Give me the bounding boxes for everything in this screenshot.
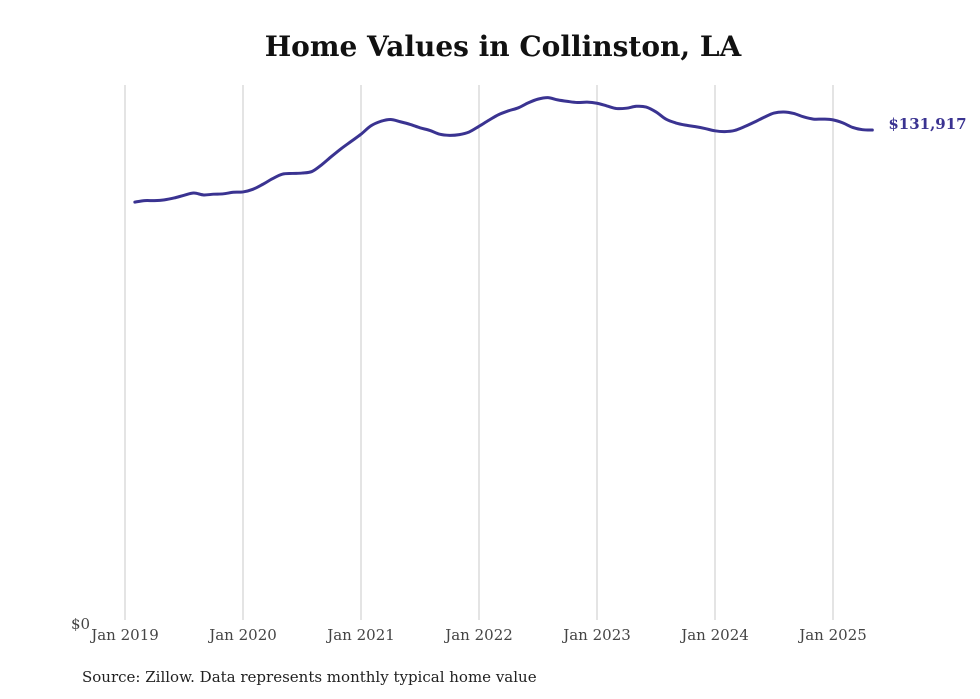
x-tick-label: Jan 2021 [325, 626, 395, 644]
axis-labels: Jan 2019 Jan 2020 Jan 2021 Jan 2022 Jan 2023… [71, 115, 967, 644]
chart-source-note: Source: Zillow. Data represents monthly … [82, 668, 537, 686]
x-tick-label: Jan 2023 [561, 626, 631, 644]
y-tick-label: $0 [71, 615, 90, 633]
gridlines [124, 85, 834, 620]
x-tick-label: Jan 2025 [797, 626, 867, 644]
x-tick-label: Jan 2019 [89, 626, 159, 644]
series-line-0 [133, 96, 874, 204]
x-tick-label: Jan 2022 [443, 626, 513, 644]
x-tick-label: Jan 2024 [679, 626, 749, 644]
chart-title: Home Values in Collinston, LA [264, 30, 742, 63]
x-tick-label: Jan 2020 [207, 626, 277, 644]
series-layer [133, 96, 874, 204]
end-value-label: $131,917 [888, 115, 966, 133]
